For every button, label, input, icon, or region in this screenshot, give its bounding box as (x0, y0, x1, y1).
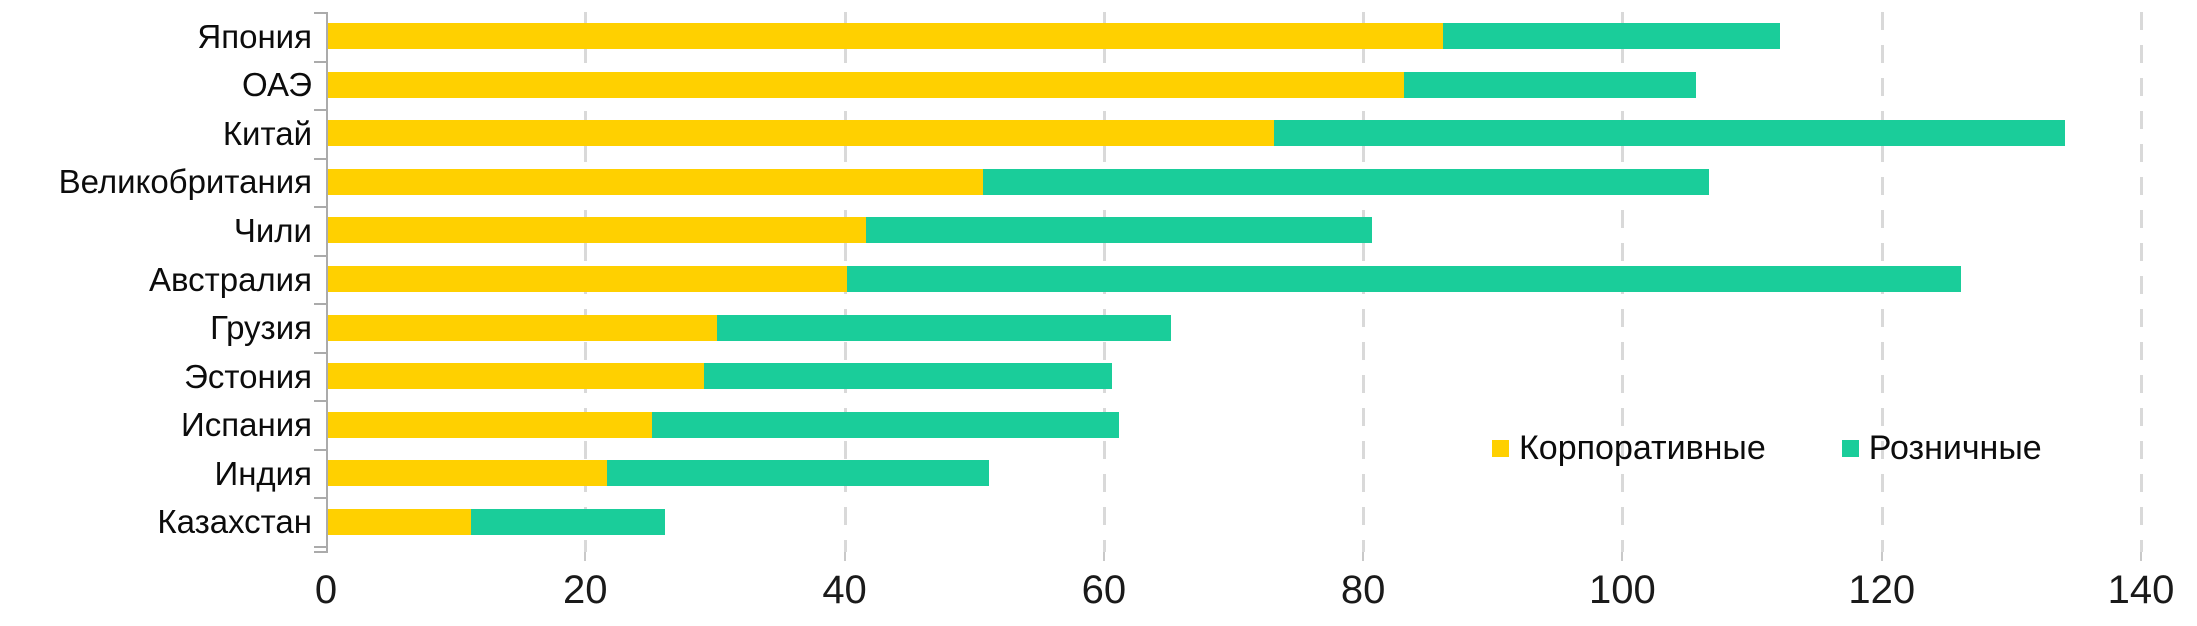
bar-row: Грузия (0, 303, 2197, 352)
bar-row: Казахстан (0, 497, 2197, 546)
bar-segment-corporate[interactable] (328, 168, 983, 195)
bar-segment-corporate[interactable] (328, 120, 1275, 147)
bar-segment-retail[interactable] (606, 460, 990, 487)
y-axis-tick (314, 497, 326, 500)
category-label: ОАЭ (242, 66, 312, 104)
bar-row: Испания (0, 400, 2197, 449)
bar-segment-corporate[interactable] (328, 460, 607, 487)
x-axis-tick (1102, 552, 1105, 561)
bar-segment-retail[interactable] (703, 363, 1113, 390)
bar-track (328, 508, 2143, 535)
bar-segment-retail[interactable] (1274, 120, 2066, 147)
x-axis-labels: 0 20 40 60 80 100 120 140 (315, 568, 2175, 618)
x-axis-tick (1880, 552, 1883, 561)
legend-item-corporate[interactable]: Корпоративные (1492, 431, 1766, 465)
y-axis-tick (314, 206, 326, 209)
y-axis-tick (314, 448, 326, 451)
legend-swatch-corporate-icon (1492, 439, 1509, 457)
legend-swatch-retail-icon (1841, 439, 1859, 457)
bar-segment-retail[interactable] (982, 168, 1709, 195)
y-axis-tick (314, 400, 326, 403)
x-tick-label: 40 (822, 568, 867, 612)
bar-row: Великобритания (0, 158, 2197, 207)
bar-segment-corporate[interactable] (328, 314, 717, 341)
category-label: Грузия (210, 309, 312, 347)
y-axis-tick (314, 351, 326, 354)
legend-item-retail[interactable]: Розничные (1841, 429, 2042, 467)
bar-segment-retail[interactable] (470, 508, 666, 535)
category-label: Эстония (184, 357, 312, 395)
y-axis-tick (314, 254, 326, 257)
bar-segment-corporate[interactable] (328, 508, 471, 535)
bar-row: Китай (0, 109, 2197, 158)
x-axis-tick (1362, 552, 1365, 561)
bar-row: Эстония (0, 352, 2197, 401)
legend: Корпоративные Розничные (1492, 431, 2042, 465)
category-label: Казахстан (157, 503, 312, 541)
bar-segment-retail[interactable] (652, 411, 1119, 438)
y-axis-tick (314, 551, 326, 553)
y-axis-tick (314, 303, 326, 306)
category-label: Китай (222, 114, 312, 152)
x-tick-label: 80 (1340, 568, 1386, 612)
x-tick-label: 140 (2107, 568, 2175, 612)
x-tick-label: 20 (563, 568, 608, 612)
y-axis-line (326, 12, 328, 553)
category-label: Япония (197, 17, 312, 55)
bar-segment-corporate[interactable] (328, 266, 847, 292)
bar-segment-corporate[interactable] (328, 411, 653, 438)
category-label: Австралия (148, 260, 312, 298)
bar-segment-retail[interactable] (716, 314, 1171, 341)
bar-segment-retail[interactable] (846, 266, 1962, 292)
bar-row: Чили (0, 206, 2197, 255)
bar-row: Индия (0, 449, 2197, 498)
y-axis-tick (314, 12, 326, 14)
legend-label-corporate: Корпоративные (1519, 429, 1766, 467)
bar-track (328, 363, 2143, 390)
legend-label-retail: Розничные (1868, 429, 2042, 467)
y-axis-tick (314, 157, 326, 160)
bar-segment-retail[interactable] (866, 217, 1372, 244)
bar-track (328, 168, 2143, 195)
x-tick-label: 120 (1848, 568, 1916, 612)
bar-row: Австралия (0, 255, 2197, 304)
x-axis-tick (584, 552, 587, 561)
bar-track (328, 217, 2143, 244)
bar-track (328, 71, 2143, 98)
bar-segment-corporate[interactable] (328, 23, 1443, 50)
x-tick-label: 0 (314, 568, 338, 612)
bar-track (328, 411, 2143, 438)
bar-segment-retail[interactable] (1442, 23, 1780, 50)
y-axis-tick (314, 60, 326, 63)
y-axis-tick (314, 546, 326, 548)
x-axis-tick (1621, 552, 1624, 561)
x-tick-label: 60 (1081, 568, 1127, 612)
y-axis-tick (314, 109, 326, 112)
bar-track (328, 266, 2143, 292)
x-tick-label: 100 (1589, 568, 1656, 612)
bar-segment-retail[interactable] (1404, 71, 1696, 98)
category-label: Чили (233, 211, 312, 249)
bar-track (328, 120, 2143, 147)
category-label: Испания (181, 406, 312, 444)
bar-row: Япония (0, 12, 2197, 61)
rows-layer: Япония ОАЭ Китай Великобритания Чили Австрали… (0, 12, 2197, 546)
bar-segment-corporate[interactable] (328, 363, 704, 390)
bar-segment-corporate[interactable] (328, 217, 867, 244)
bar-track (328, 460, 2143, 487)
category-label: Индия (214, 454, 312, 492)
bar-track (328, 23, 2143, 50)
x-axis-tick (2140, 552, 2142, 561)
x-axis-tick (843, 552, 846, 561)
bar-row: ОАЭ (0, 61, 2197, 110)
bar-track (328, 314, 2143, 341)
category-label: Великобритания (58, 163, 312, 201)
gridline (2140, 12, 2143, 552)
bar-segment-corporate[interactable] (328, 71, 1405, 98)
